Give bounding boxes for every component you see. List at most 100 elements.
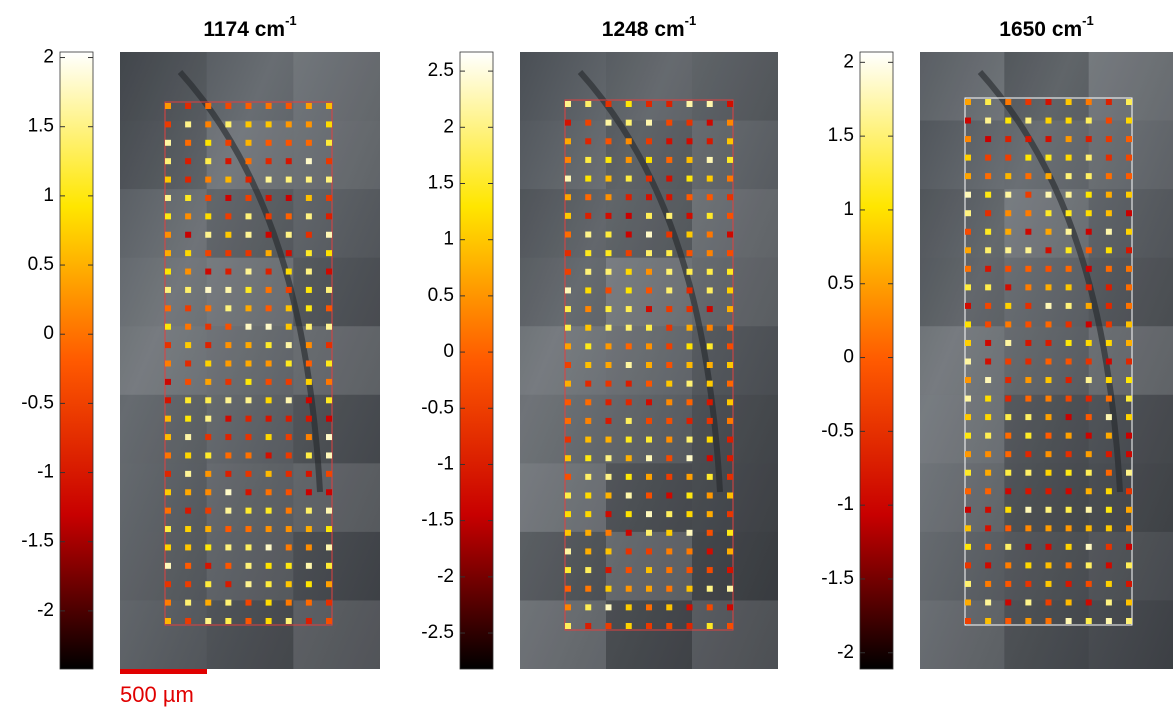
spot <box>1126 599 1132 606</box>
spot <box>326 526 332 533</box>
spot <box>565 492 571 499</box>
spot <box>646 287 652 294</box>
spot <box>1085 618 1092 624</box>
spot <box>565 473 571 480</box>
spot <box>225 415 232 422</box>
spot <box>1105 525 1112 532</box>
spot <box>225 562 232 569</box>
spot <box>1065 99 1072 105</box>
spot <box>165 360 171 367</box>
spot <box>1126 618 1132 624</box>
spot <box>185 544 192 551</box>
image-tile <box>520 600 606 669</box>
spot <box>605 604 612 611</box>
spot <box>646 455 652 462</box>
spot <box>185 286 192 293</box>
spot <box>285 121 292 128</box>
spot <box>646 417 652 424</box>
spot <box>727 362 733 368</box>
spot <box>165 562 171 569</box>
spot <box>1105 136 1112 143</box>
spot <box>565 455 571 462</box>
spot <box>666 548 673 555</box>
spot <box>1065 599 1072 606</box>
spot <box>686 268 693 275</box>
spot <box>585 417 592 424</box>
spot <box>185 176 192 183</box>
tissue-fold <box>977 69 1123 493</box>
spot <box>666 585 673 592</box>
spot <box>265 194 272 201</box>
spot <box>686 399 693 406</box>
spot <box>185 434 192 441</box>
spot <box>165 489 171 496</box>
colorbar-tick-label: -1 <box>837 494 854 515</box>
spot <box>666 268 673 275</box>
image-tile <box>692 257 778 327</box>
spot <box>1085 339 1092 346</box>
colorbar-tick-label: -1.5 <box>21 531 54 552</box>
spot <box>585 138 592 145</box>
spot <box>605 585 612 592</box>
colorbar-tick-label: 1 <box>443 229 454 250</box>
spot <box>1025 543 1032 550</box>
spot <box>326 286 332 293</box>
spot <box>686 623 693 629</box>
spot <box>165 378 171 385</box>
spot <box>727 212 733 219</box>
spot <box>1126 377 1132 384</box>
spot <box>1005 265 1012 272</box>
spot <box>565 548 571 555</box>
image-tile <box>920 326 1005 395</box>
spot <box>1085 451 1092 458</box>
spot <box>285 397 292 404</box>
spot <box>565 604 571 611</box>
spot <box>185 360 192 367</box>
spot <box>686 567 693 574</box>
spot <box>1045 451 1052 458</box>
spot <box>605 324 612 331</box>
spot <box>646 101 652 107</box>
spot <box>666 194 673 201</box>
spot <box>1085 191 1092 198</box>
spot <box>605 306 612 313</box>
spot <box>1005 136 1012 143</box>
spot <box>326 415 332 422</box>
spot <box>727 231 733 238</box>
spot <box>565 511 571 518</box>
spot <box>245 415 252 422</box>
spot <box>585 399 592 406</box>
spot <box>1065 414 1072 421</box>
spot <box>1005 117 1012 124</box>
spot <box>646 604 652 611</box>
spot <box>1085 173 1092 180</box>
colorbar <box>859 51 894 670</box>
spot <box>185 213 192 220</box>
spot <box>1025 469 1032 476</box>
spot <box>565 343 571 350</box>
spot <box>326 103 332 109</box>
spot <box>706 604 713 611</box>
spot <box>1065 395 1072 402</box>
spot <box>1005 210 1012 217</box>
spot <box>625 529 632 536</box>
spot <box>965 210 971 217</box>
spot <box>646 250 652 257</box>
image-tile <box>120 463 207 532</box>
spot <box>706 417 713 424</box>
spot <box>1045 284 1052 291</box>
spot <box>985 525 992 532</box>
spot <box>285 231 292 238</box>
spot <box>646 585 652 592</box>
spot <box>1025 339 1032 346</box>
spot <box>985 265 992 272</box>
spot <box>585 455 592 462</box>
spot <box>985 339 992 346</box>
panel-title: 1174 cm-1 <box>203 13 296 40</box>
spot <box>265 121 272 128</box>
spot <box>605 156 612 163</box>
spot <box>165 526 171 533</box>
spot <box>625 231 632 238</box>
spot <box>666 380 673 387</box>
spot <box>1045 562 1052 569</box>
